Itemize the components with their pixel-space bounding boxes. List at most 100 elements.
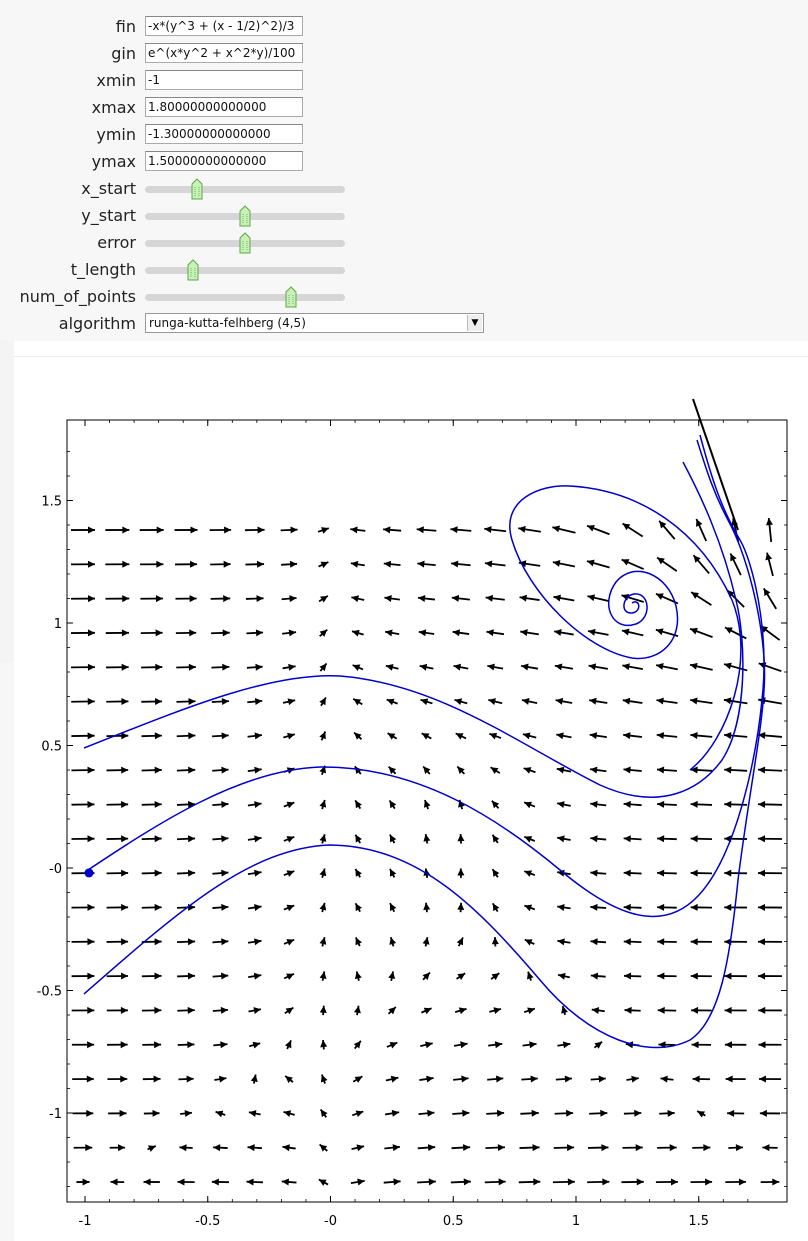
- x-tick-label: 1: [572, 1214, 580, 1229]
- t-length-row: t_length: [0, 258, 808, 282]
- field-arrow-head: [690, 938, 698, 946]
- field-arrow-head: [567, 1178, 575, 1186]
- field-arrow-head: [188, 663, 196, 671]
- field-arrow-head: [690, 972, 698, 980]
- field-arrow-head: [727, 590, 735, 598]
- start-point-marker[interactable]: [84, 868, 94, 878]
- chevron-down-icon[interactable]: ▼: [467, 315, 482, 331]
- xmin-input[interactable]: -1: [145, 70, 303, 90]
- num-of-points-row: num_of_points: [0, 285, 808, 309]
- field-arrow-head: [587, 524, 595, 532]
- field-arrow-head: [221, 972, 229, 980]
- field-arrow-head: [392, 1144, 400, 1152]
- field-arrow-head: [524, 939, 533, 946]
- field-arrow-head: [190, 560, 198, 568]
- field-arrow-head: [494, 1041, 503, 1049]
- error-slider-handle[interactable]: [239, 232, 251, 254]
- field-arrow-head: [691, 592, 699, 599]
- field-arrow-head: [389, 834, 397, 843]
- field-arrow-head: [384, 595, 392, 603]
- field-arrow-head: [387, 733, 396, 740]
- field-arrow-head: [286, 870, 295, 877]
- plot-divider: [14, 356, 808, 357]
- field-arrow-head: [121, 663, 129, 671]
- field-arrow-head: [86, 1109, 94, 1117]
- field-arrow-head: [319, 902, 327, 911]
- field-arrow-head: [87, 1006, 95, 1014]
- plot-output: [14, 341, 808, 1241]
- field-arrow-head: [659, 520, 667, 529]
- algorithm-label: algorithm: [58, 314, 136, 333]
- field-arrow-head: [658, 1041, 666, 1049]
- algorithm-select[interactable]: runga-kutta-felhberg (4,5) ▼: [145, 313, 484, 333]
- field-arrow-head: [355, 937, 362, 946]
- field-arrow-head: [561, 1005, 568, 1014]
- t-length-slider[interactable]: [145, 267, 345, 274]
- field-arrow-head: [697, 1111, 706, 1118]
- field-arrow-head: [657, 938, 665, 946]
- field-arrow-head: [590, 800, 598, 808]
- field-arrow-head: [518, 560, 527, 568]
- fin-input[interactable]: -x*(y^3 + (x - 1/2)^2)/3: [145, 16, 303, 36]
- field-arrow-head: [282, 1144, 290, 1152]
- field-arrow-head: [520, 629, 528, 637]
- field-arrow-head: [523, 767, 532, 774]
- field-arrow-head: [656, 697, 664, 705]
- field-arrow-head: [421, 733, 430, 740]
- field-arrow-head: [187, 938, 196, 946]
- field-arrow-head: [622, 523, 631, 531]
- field-arrow-head: [621, 628, 630, 636]
- x-start-slider-handle[interactable]: [191, 178, 203, 200]
- t-length-slider-handle[interactable]: [187, 259, 199, 281]
- field-arrow-head: [221, 938, 229, 946]
- field-arrow-head: [290, 526, 298, 534]
- field-arrow-head: [87, 560, 95, 568]
- x-tick-label: -1: [79, 1214, 92, 1229]
- num-of-points-slider-handle[interactable]: [285, 286, 297, 308]
- x-start-slider[interactable]: [145, 186, 345, 193]
- y-start-slider-handle[interactable]: [239, 205, 251, 227]
- field-arrow-head: [383, 526, 391, 534]
- field-arrow-head: [393, 1178, 401, 1186]
- field-arrow-head: [451, 594, 460, 602]
- ymin-input[interactable]: -1.30000000000000: [145, 124, 303, 144]
- field-arrow-head: [121, 732, 129, 740]
- field-arrow-head: [457, 766, 465, 774]
- field-arrow-head: [155, 595, 163, 603]
- trajectory-curve-4: [83, 439, 766, 1049]
- field-arrow-head: [350, 526, 358, 534]
- field-arrow-head: [179, 1144, 187, 1152]
- fin-label: fin: [115, 17, 136, 36]
- field-arrow-head: [622, 697, 631, 705]
- t-length-label: t_length: [70, 260, 136, 279]
- field-arrow-head: [319, 937, 327, 945]
- field-arrow-head: [489, 732, 498, 740]
- field-arrow-head: [724, 869, 732, 877]
- field-arrow-head: [154, 835, 162, 843]
- ymax-input[interactable]: 1.50000000000000: [145, 151, 303, 171]
- field-arrow-head: [763, 588, 771, 597]
- field-arrow-head: [319, 663, 327, 672]
- field-arrow-head: [256, 560, 265, 568]
- field-arrow-head: [724, 627, 733, 634]
- field-arrow-head: [383, 560, 392, 568]
- num-of-points-slider[interactable]: [145, 294, 345, 301]
- field-arrow-head: [657, 869, 665, 877]
- field-arrow-head: [221, 698, 229, 705]
- field-arrow-head: [758, 835, 766, 843]
- field-arrow-head: [524, 904, 533, 912]
- field-arrow-head: [319, 731, 326, 740]
- field-arrow-head: [621, 593, 630, 601]
- field-arrow-head: [218, 1075, 227, 1083]
- field-arrow-head: [254, 732, 262, 740]
- field-arrow-head: [758, 938, 766, 946]
- field-arrow-head: [154, 698, 163, 706]
- xmax-input[interactable]: 1.80000000000000: [145, 97, 303, 117]
- gin-input[interactable]: e^(x*y^2 + x^2*y)/100: [145, 43, 303, 63]
- field-arrow-head: [519, 594, 527, 602]
- field-arrow-head: [738, 1178, 746, 1186]
- field-arrow-head: [423, 766, 431, 775]
- field-arrow-head: [533, 1178, 541, 1186]
- field-arrow-head: [154, 938, 162, 946]
- field-arrow-head: [253, 972, 262, 980]
